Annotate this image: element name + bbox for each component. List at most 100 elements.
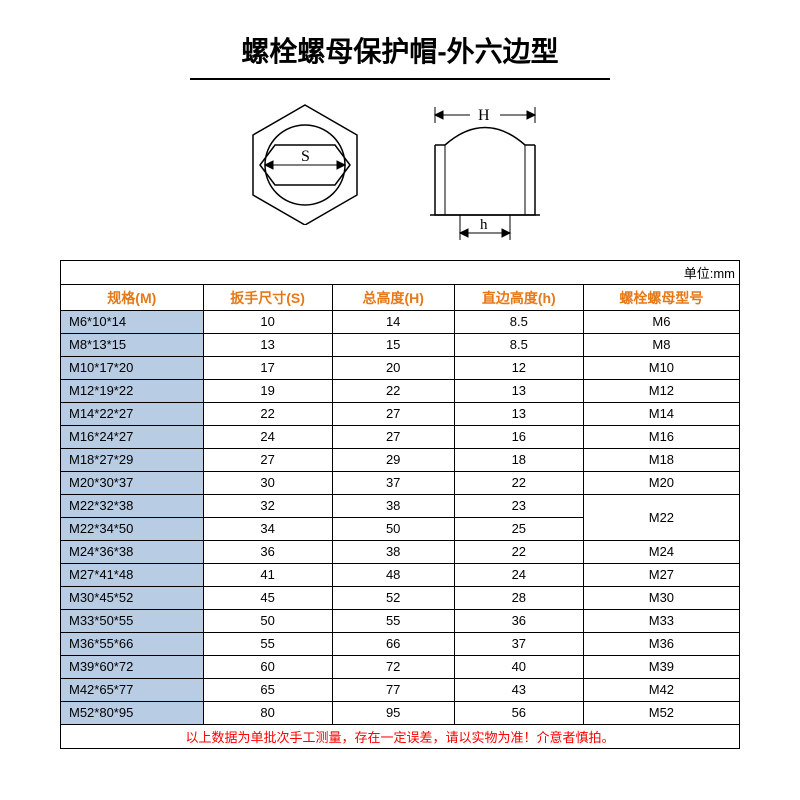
- cell-H: 55: [332, 610, 454, 633]
- cell-s: 27: [203, 449, 332, 472]
- cell-h: 8.5: [454, 311, 583, 334]
- cell-H: 27: [332, 403, 454, 426]
- table-row: M39*60*72607240M39: [61, 656, 740, 679]
- col-h: 直边高度(h): [454, 285, 583, 311]
- cell-model: M30: [583, 587, 739, 610]
- side-diagram: H h: [405, 95, 565, 245]
- cell-s: 19: [203, 380, 332, 403]
- cell-s: 60: [203, 656, 332, 679]
- cell-h: 12: [454, 357, 583, 380]
- cell-h: 16: [454, 426, 583, 449]
- cell-spec: M36*55*66: [61, 633, 204, 656]
- cell-spec: M10*17*20: [61, 357, 204, 380]
- cell-spec: M27*41*48: [61, 564, 204, 587]
- table-row: M42*65*77657743M42: [61, 679, 740, 702]
- cell-model: M18: [583, 449, 739, 472]
- cell-s: 50: [203, 610, 332, 633]
- cell-H: 14: [332, 311, 454, 334]
- label-H: H: [478, 107, 490, 124]
- cell-h: 22: [454, 472, 583, 495]
- cell-spec: M20*30*37: [61, 472, 204, 495]
- cell-h: 40: [454, 656, 583, 679]
- cell-H: 37: [332, 472, 454, 495]
- cell-H: 22: [332, 380, 454, 403]
- cell-H: 52: [332, 587, 454, 610]
- cell-model: M52: [583, 702, 739, 725]
- table-row: M22*32*38323823M22: [61, 495, 740, 518]
- cell-s: 45: [203, 587, 332, 610]
- cell-h: 13: [454, 380, 583, 403]
- cell-H: 48: [332, 564, 454, 587]
- cell-H: 38: [332, 495, 454, 518]
- cell-spec: M42*65*77: [61, 679, 204, 702]
- cell-s: 17: [203, 357, 332, 380]
- cell-model: M39: [583, 656, 739, 679]
- table-row: M18*27*29272918M18: [61, 449, 740, 472]
- cell-h: 24: [454, 564, 583, 587]
- cell-model: M36: [583, 633, 739, 656]
- cell-H: 72: [332, 656, 454, 679]
- cell-H: 38: [332, 541, 454, 564]
- cell-h: 28: [454, 587, 583, 610]
- cell-s: 41: [203, 564, 332, 587]
- page-title: 螺栓螺母保护帽-外六边型: [190, 30, 610, 80]
- cell-s: 13: [203, 334, 332, 357]
- cell-h: 22: [454, 541, 583, 564]
- table-row: M36*55*66556637M36: [61, 633, 740, 656]
- cell-model: M12: [583, 380, 739, 403]
- cell-model: M14: [583, 403, 739, 426]
- col-s: 扳手尺寸(S): [203, 285, 332, 311]
- cell-H: 95: [332, 702, 454, 725]
- cell-spec: M18*27*29: [61, 449, 204, 472]
- cell-spec: M8*13*15: [61, 334, 204, 357]
- cell-model: M6: [583, 311, 739, 334]
- cell-model: M42: [583, 679, 739, 702]
- cell-h: 37: [454, 633, 583, 656]
- cell-s: 30: [203, 472, 332, 495]
- cell-spec: M6*10*14: [61, 311, 204, 334]
- cell-s: 65: [203, 679, 332, 702]
- hexagon-diagram: S: [235, 95, 375, 225]
- cell-H: 29: [332, 449, 454, 472]
- cell-spec: M52*80*95: [61, 702, 204, 725]
- cell-h: 25: [454, 518, 583, 541]
- table-row: M27*41*48414824M27: [61, 564, 740, 587]
- diagram-row: S H: [60, 95, 740, 245]
- table-header-row: 规格(M) 扳手尺寸(S) 总高度(H) 直边高度(h) 螺栓螺母型号: [61, 285, 740, 311]
- spec-table: 规格(M) 扳手尺寸(S) 总高度(H) 直边高度(h) 螺栓螺母型号 M6*1…: [60, 284, 740, 725]
- cell-spec: M30*45*52: [61, 587, 204, 610]
- cell-spec: M14*22*27: [61, 403, 204, 426]
- cell-spec: M33*50*55: [61, 610, 204, 633]
- table-row: M10*17*20172012M10: [61, 357, 740, 380]
- cell-s: 32: [203, 495, 332, 518]
- table-row: M33*50*55505536M33: [61, 610, 740, 633]
- cell-h: 36: [454, 610, 583, 633]
- table-row: M16*24*27242716M16: [61, 426, 740, 449]
- table-row: M8*13*1513158.5M8: [61, 334, 740, 357]
- table-row: M14*22*27222713M14: [61, 403, 740, 426]
- cell-model: M24: [583, 541, 739, 564]
- cell-model: M33: [583, 610, 739, 633]
- cell-model: M8: [583, 334, 739, 357]
- cell-H: 27: [332, 426, 454, 449]
- table-row: M20*30*37303722M20: [61, 472, 740, 495]
- label-s: S: [301, 148, 310, 165]
- cell-h: 56: [454, 702, 583, 725]
- footnote: 以上数据为单批次手工测量，存在一定误差，请以实物为准！介意者慎拍。: [60, 725, 740, 749]
- col-H: 总高度(H): [332, 285, 454, 311]
- col-model: 螺栓螺母型号: [583, 285, 739, 311]
- table-row: M52*80*95809556M52: [61, 702, 740, 725]
- cell-H: 20: [332, 357, 454, 380]
- cell-s: 80: [203, 702, 332, 725]
- cell-s: 36: [203, 541, 332, 564]
- cell-model: M20: [583, 472, 739, 495]
- cell-spec: M16*24*27: [61, 426, 204, 449]
- cell-H: 15: [332, 334, 454, 357]
- cell-s: 22: [203, 403, 332, 426]
- cell-spec: M24*36*38: [61, 541, 204, 564]
- table-row: M6*10*1410148.5M6: [61, 311, 740, 334]
- cell-H: 77: [332, 679, 454, 702]
- cell-h: 18: [454, 449, 583, 472]
- cell-h: 8.5: [454, 334, 583, 357]
- col-spec: 规格(M): [61, 285, 204, 311]
